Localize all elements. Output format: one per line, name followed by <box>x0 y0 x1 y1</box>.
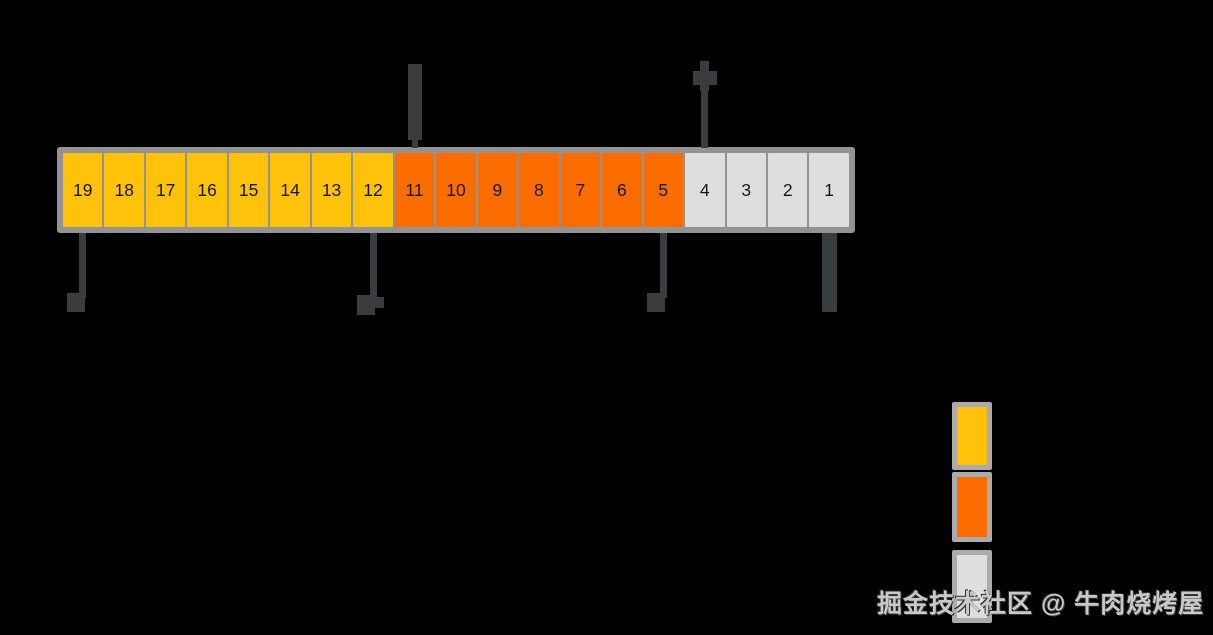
cell-17: 17 <box>145 153 186 227</box>
pointer-below-cell-12-part <box>357 295 376 315</box>
cell-19: 19 <box>63 153 103 227</box>
array-container: 19 18 17 16 15 14 13 12 11 10 9 8 7 6 5 4 3 2 1 <box>57 147 855 233</box>
pointer-below-cell-12-part <box>369 233 377 300</box>
cell-18: 18 <box>104 153 144 227</box>
cell-15: 15 <box>228 153 269 227</box>
cell-8: 8 <box>519 153 559 227</box>
cell-12: 12 <box>353 153 393 227</box>
pointer-above-cell-4-part <box>701 88 709 148</box>
cell-10: 10 <box>436 153 476 227</box>
cell-1: 1 <box>809 153 849 227</box>
pointer-above-cell-11-part <box>411 140 418 148</box>
pointer-below-cell-5-part <box>647 293 666 312</box>
legend-gray-swatch <box>952 550 992 623</box>
pointer-below-cell-12-part <box>375 297 385 308</box>
pointer-above-cell-11-part <box>407 64 422 140</box>
pointer-below-cell-19-part <box>66 293 85 312</box>
cell-9: 9 <box>477 153 518 227</box>
cell-6: 6 <box>602 153 642 227</box>
legend-yellow-swatch <box>952 402 992 470</box>
pointer-below-cell-1-part <box>821 233 837 312</box>
cell-11: 11 <box>394 153 435 227</box>
cell-4: 4 <box>685 153 725 227</box>
cell-5: 5 <box>643 153 684 227</box>
pointer-above-cell-4-part <box>692 71 717 85</box>
watermark-text: 掘金技术社区 @ 牛肉烧烤屋 <box>877 590 1205 618</box>
cell-13: 13 <box>311 153 352 227</box>
cell-2: 2 <box>767 153 808 227</box>
pointer-below-cell-5-part <box>659 233 667 298</box>
cell-3: 3 <box>726 153 766 227</box>
cell-16: 16 <box>187 153 227 227</box>
cell-7: 7 <box>560 153 601 227</box>
cell-14: 14 <box>270 153 310 227</box>
pointer-below-cell-19-part <box>79 233 87 298</box>
legend-orange-swatch <box>952 472 992 542</box>
